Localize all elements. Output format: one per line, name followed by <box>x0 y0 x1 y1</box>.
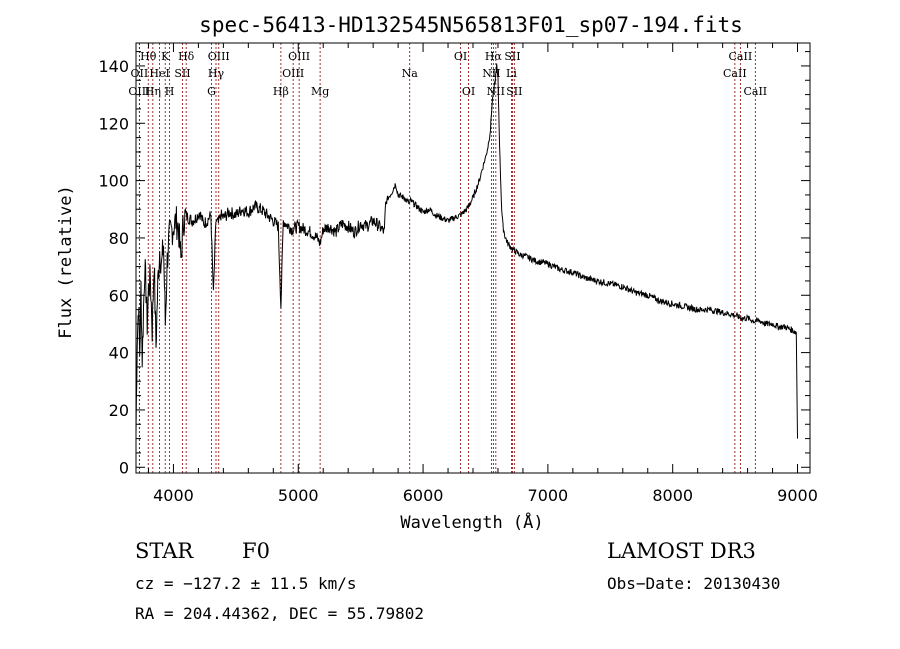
x-axis-ticks: 4000 5000 6000 7000 8000 9000 <box>147 43 818 505</box>
redshift-text: cz = −127.2 ± 11.5 km/s <box>135 574 357 593</box>
line-marker-label-23: NII <box>487 85 505 98</box>
line-marker-label-5: Hη <box>145 85 161 98</box>
line-marker-label-14: Hβ <box>273 85 289 98</box>
line-marker-label-4: HeI <box>149 67 169 80</box>
chart-title: spec-56413-HD132545N565813F01_sp07-194.f… <box>199 13 743 37</box>
y-axis-ticks: 0 20 40 60 80 100 120 140 <box>98 51 810 477</box>
y-tick-label-3: 60 <box>109 286 129 305</box>
survey-label: LAMOST DR3 <box>607 539 756 563</box>
y-tick-label-2: 40 <box>109 344 129 363</box>
line-marker-label-25: CaII <box>729 50 753 63</box>
y-tick-label-4: 80 <box>109 229 129 248</box>
spectrum-line <box>135 63 798 439</box>
y-axis-label: Flux (relative) <box>56 185 76 339</box>
line-marker-label-19: Hα <box>485 50 503 63</box>
line-marker-label-12: OIII <box>288 50 310 63</box>
y-tick-label-1: 20 <box>109 401 129 420</box>
line-marker-label-1: OII <box>131 67 149 80</box>
line-marker-label-0: Hθ <box>140 50 157 63</box>
line-marker-labels: Hθ OII OIII K HeI Hη SII H Hδ OIII Hγ G OIII OIII Hβ Mg… <box>128 50 767 98</box>
line-marker-label-27: CaII <box>743 85 767 98</box>
subclass-label: F0 <box>242 539 270 563</box>
x-tick-label-4: 8000 <box>652 486 693 505</box>
obs-date-text: Obs−Date: 20130430 <box>607 574 781 593</box>
line-marker-label-17: OI <box>454 50 467 63</box>
line-marker-label-10: Hγ <box>208 67 225 80</box>
y-tick-label-0: 0 <box>119 458 129 477</box>
x-tick-label-5: 9000 <box>777 486 818 505</box>
line-markers <box>138 43 756 473</box>
x-tick-label-1: 5000 <box>278 486 319 505</box>
x-tick-label-2: 6000 <box>403 486 444 505</box>
radec-text: RA = 204.44362, DEC = 55.79802 <box>135 604 424 623</box>
y-tick-label-5: 100 <box>98 172 129 191</box>
line-marker-label-2: OIII <box>128 85 150 98</box>
x-axis-label: Wavelength (Å) <box>400 511 543 533</box>
line-marker-label-11: G <box>207 85 216 98</box>
line-marker-label-8: Hδ <box>178 50 195 63</box>
y-tick-label-7: 140 <box>98 57 129 76</box>
line-marker-label-13: OIII <box>282 67 304 80</box>
line-marker-label-15: Mg <box>311 85 329 98</box>
line-marker-label-6: SII <box>174 67 190 80</box>
line-marker-label-7: H <box>165 85 175 98</box>
line-marker-label-24: SII <box>506 85 522 98</box>
x-tick-label-0: 4000 <box>153 486 194 505</box>
line-marker-label-22: Li <box>506 67 517 80</box>
y-tick-label-6: 120 <box>98 114 129 133</box>
line-marker-label-3: K <box>161 50 170 63</box>
class-label: STAR <box>135 539 194 563</box>
line-marker-label-9: OIII <box>208 50 230 63</box>
line-marker-label-20: SII <box>504 50 520 63</box>
plot-frame <box>135 42 811 474</box>
line-marker-label-16: Na <box>402 67 419 80</box>
x-tick-label-3: 7000 <box>528 486 569 505</box>
line-marker-label-26: CaII <box>723 67 747 80</box>
line-marker-label-18: OI <box>462 85 475 98</box>
